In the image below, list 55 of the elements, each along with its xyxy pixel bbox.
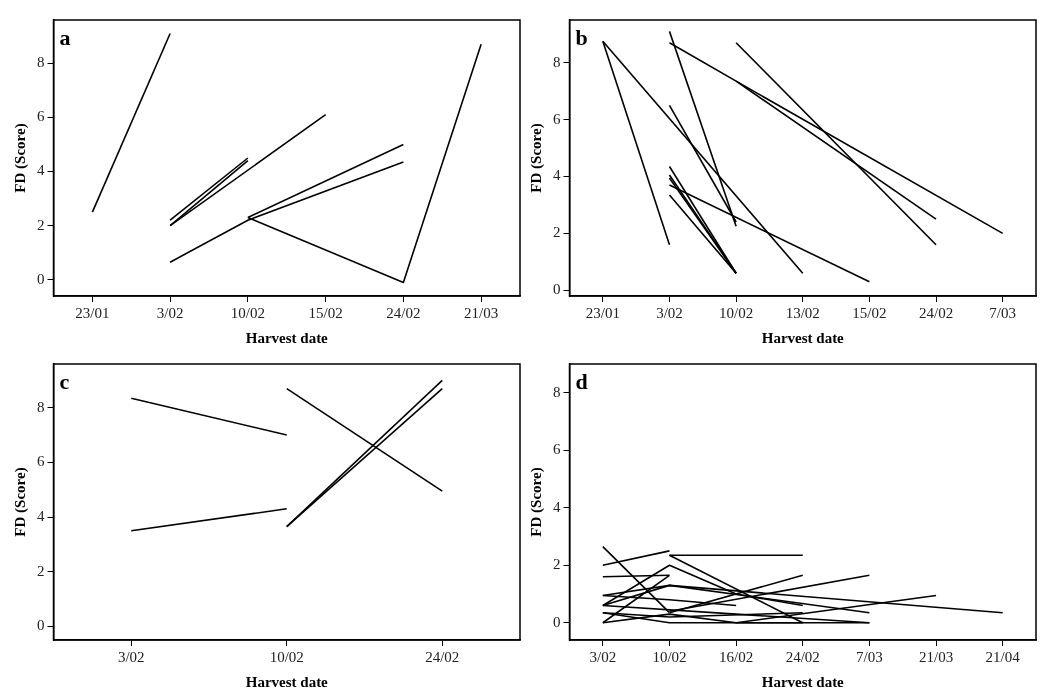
y-tick-label: 0 xyxy=(37,270,45,287)
y-tick-label: 8 xyxy=(553,53,561,70)
x-tick-label: 7/03 xyxy=(856,648,883,665)
y-axis-title: FD (Score) xyxy=(527,123,545,193)
annotation: d xyxy=(575,368,588,394)
y-tick-label: 0 xyxy=(37,617,45,634)
y-tick-label: 2 xyxy=(553,556,561,573)
x-tick-label: 23/01 xyxy=(585,304,620,321)
y-tick-label: 6 xyxy=(553,441,561,458)
x-tick-label: 21/03 xyxy=(464,304,499,321)
y-axis-title: FD (Score) xyxy=(11,123,29,193)
x-tick-label: 10/02 xyxy=(269,648,304,665)
y-axis-title: FD (Score) xyxy=(11,467,29,537)
x-tick-label: 24/02 xyxy=(425,648,460,665)
x-tick-label: 15/02 xyxy=(308,304,343,321)
x-tick-label: 7/03 xyxy=(989,304,1017,321)
y-tick-label: 2 xyxy=(37,216,45,233)
y-tick-label: 8 xyxy=(37,54,45,71)
x-tick-label: 3/02 xyxy=(117,648,145,665)
y-tick-label: 2 xyxy=(553,224,561,241)
x-tick-label: 21/04 xyxy=(985,648,1021,665)
y-tick-label: 6 xyxy=(37,453,45,470)
x-axis-title: Harvest date xyxy=(245,673,329,690)
annotation: a xyxy=(59,24,71,50)
x-tick-label: 3/02 xyxy=(656,304,683,321)
x-tick-label: 24/02 xyxy=(918,304,954,321)
x-tick-label: 3/02 xyxy=(156,304,184,321)
x-tick-label: 15/02 xyxy=(852,304,887,321)
x-axis-title: Harvest date xyxy=(761,673,845,690)
x-tick-label: 23/01 xyxy=(75,304,110,321)
y-tick-label: 8 xyxy=(37,398,45,415)
x-tick-label: 10/02 xyxy=(719,304,754,321)
y-tick-label: 8 xyxy=(553,383,561,400)
x-tick-label: 10/02 xyxy=(230,304,265,321)
annotation: b xyxy=(575,24,588,50)
y-tick-label: 4 xyxy=(37,507,45,524)
x-tick-label: 24/02 xyxy=(386,304,421,321)
y-tick-label: 6 xyxy=(37,108,45,125)
x-tick-label: 24/02 xyxy=(785,648,820,665)
x-tick-label: 10/02 xyxy=(652,648,687,665)
y-tick-label: 0 xyxy=(553,613,561,630)
y-tick-label: 4 xyxy=(553,167,561,184)
x-tick-label: 21/03 xyxy=(918,648,954,665)
x-tick-label: 13/02 xyxy=(785,304,820,321)
y-axis-title: FD (Score) xyxy=(527,467,545,537)
y-tick-label: 0 xyxy=(553,281,561,298)
x-axis-title: Harvest date xyxy=(245,329,329,346)
y-tick-label: 6 xyxy=(553,110,561,127)
annotation: c xyxy=(59,368,70,394)
x-tick-label: 16/02 xyxy=(719,648,754,665)
x-tick-label: 3/02 xyxy=(589,648,617,665)
x-axis-title: Harvest date xyxy=(761,329,845,346)
y-tick-label: 2 xyxy=(37,562,45,579)
y-tick-label: 4 xyxy=(37,162,45,179)
y-tick-label: 4 xyxy=(553,498,561,515)
